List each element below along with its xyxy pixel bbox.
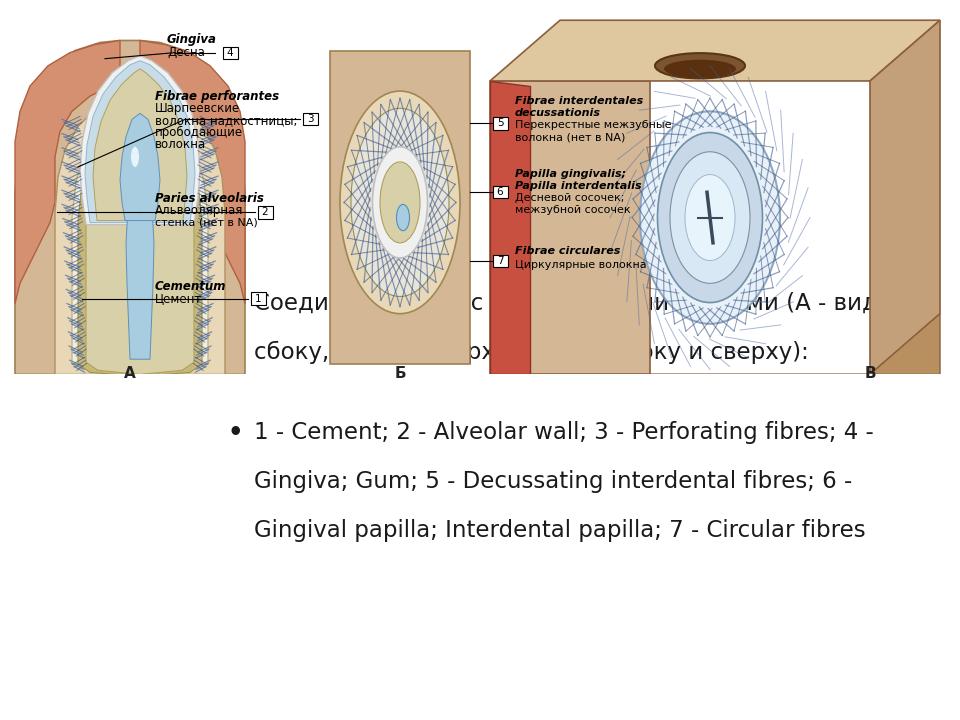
Polygon shape (93, 69, 187, 220)
Ellipse shape (658, 132, 762, 302)
FancyBboxPatch shape (251, 292, 266, 305)
Polygon shape (490, 20, 940, 81)
Text: Fibrae interdentales: Fibrae interdentales (515, 96, 643, 106)
Text: Fibrae perforantes: Fibrae perforantes (155, 89, 279, 103)
Polygon shape (330, 50, 470, 364)
Polygon shape (72, 105, 208, 364)
Polygon shape (78, 107, 202, 377)
Ellipse shape (664, 60, 736, 78)
Ellipse shape (351, 108, 449, 297)
Polygon shape (120, 113, 160, 220)
Polygon shape (140, 40, 245, 304)
Polygon shape (126, 157, 154, 359)
Text: А: А (124, 366, 136, 382)
Polygon shape (85, 60, 195, 222)
Polygon shape (650, 314, 940, 374)
Polygon shape (490, 81, 650, 374)
Text: Альвеолярная: Альвеолярная (155, 204, 244, 217)
Text: Papilla gingivalis;: Papilla gingivalis; (515, 169, 626, 179)
Text: 5: 5 (496, 119, 503, 128)
Text: Gingiva: Gingiva (167, 33, 217, 46)
FancyBboxPatch shape (257, 207, 273, 219)
Ellipse shape (131, 147, 139, 167)
Text: •: • (228, 421, 243, 445)
Text: Cementum: Cementum (155, 280, 227, 293)
Ellipse shape (670, 152, 750, 284)
Ellipse shape (372, 147, 427, 258)
Ellipse shape (640, 112, 780, 324)
Text: Шарпеевские: Шарпеевские (155, 102, 240, 114)
Text: Десна: Десна (167, 46, 204, 59)
Text: В: В (864, 366, 876, 382)
Text: Десневой сосочек;: Десневой сосочек; (515, 193, 624, 203)
Polygon shape (870, 20, 940, 374)
Text: Циркулярные волокна: Циркулярные волокна (515, 260, 647, 270)
Text: стенка (нет в NA): стенка (нет в NA) (155, 217, 257, 228)
Text: Fibrae circulares: Fibrae circulares (515, 246, 620, 256)
Polygon shape (15, 40, 245, 374)
FancyBboxPatch shape (492, 186, 508, 198)
Text: межзубной сосочек: межзубной сосочек (515, 205, 631, 215)
Ellipse shape (380, 162, 420, 243)
FancyBboxPatch shape (223, 47, 237, 59)
Text: 1: 1 (254, 294, 261, 304)
Text: 7: 7 (496, 256, 503, 266)
Ellipse shape (655, 53, 745, 78)
Text: волокна надкостницы;: волокна надкостницы; (155, 114, 298, 127)
Text: сбоку, Б - вид сверху, В - вид сбоку и сверху):: сбоку, Б - вид сверху, В - вид сбоку и с… (254, 341, 809, 364)
Ellipse shape (340, 91, 460, 314)
Text: 1 - Cement; 2 - Alveolar wall; 3 - Perforating fibres; 4 -: 1 - Cement; 2 - Alveolar wall; 3 - Perfo… (254, 421, 875, 444)
Text: Б: Б (395, 366, 406, 382)
Text: Соединение зуба с окружающими тканями (А - вид: Соединение зуба с окружающими тканями (А… (254, 292, 878, 315)
Text: Gingiva; Gum; 5 - Decussating interdental fibres; 6 -: Gingiva; Gum; 5 - Decussating interdenta… (254, 470, 852, 493)
Text: 4: 4 (227, 48, 233, 58)
Polygon shape (55, 95, 225, 374)
Text: •: • (228, 292, 243, 315)
Polygon shape (15, 40, 120, 304)
Ellipse shape (685, 174, 735, 261)
Text: 2: 2 (262, 207, 268, 217)
FancyBboxPatch shape (492, 255, 508, 267)
Text: decussationis: decussationis (515, 108, 601, 118)
Polygon shape (86, 112, 194, 374)
Text: Paries alveolaris: Paries alveolaris (155, 192, 264, 204)
Polygon shape (490, 81, 530, 374)
FancyBboxPatch shape (492, 117, 508, 130)
FancyBboxPatch shape (302, 113, 318, 125)
Text: 6: 6 (496, 187, 503, 197)
Text: прободающие: прободающие (155, 126, 243, 139)
Ellipse shape (396, 204, 410, 230)
Text: волокна: волокна (155, 138, 206, 151)
Text: Papilla interdentalis: Papilla interdentalis (515, 181, 641, 192)
Text: волокна (нет в NA): волокна (нет в NA) (515, 132, 625, 143)
Text: Цемент: Цемент (155, 292, 203, 305)
Polygon shape (80, 55, 200, 225)
Text: Gingival papilla; Interdental papilla; 7 - Circular fibres: Gingival papilla; Interdental papilla; 7… (254, 519, 866, 542)
Text: 3: 3 (306, 114, 313, 125)
Text: Перекрестные межзубные: Перекрестные межзубные (515, 120, 671, 130)
